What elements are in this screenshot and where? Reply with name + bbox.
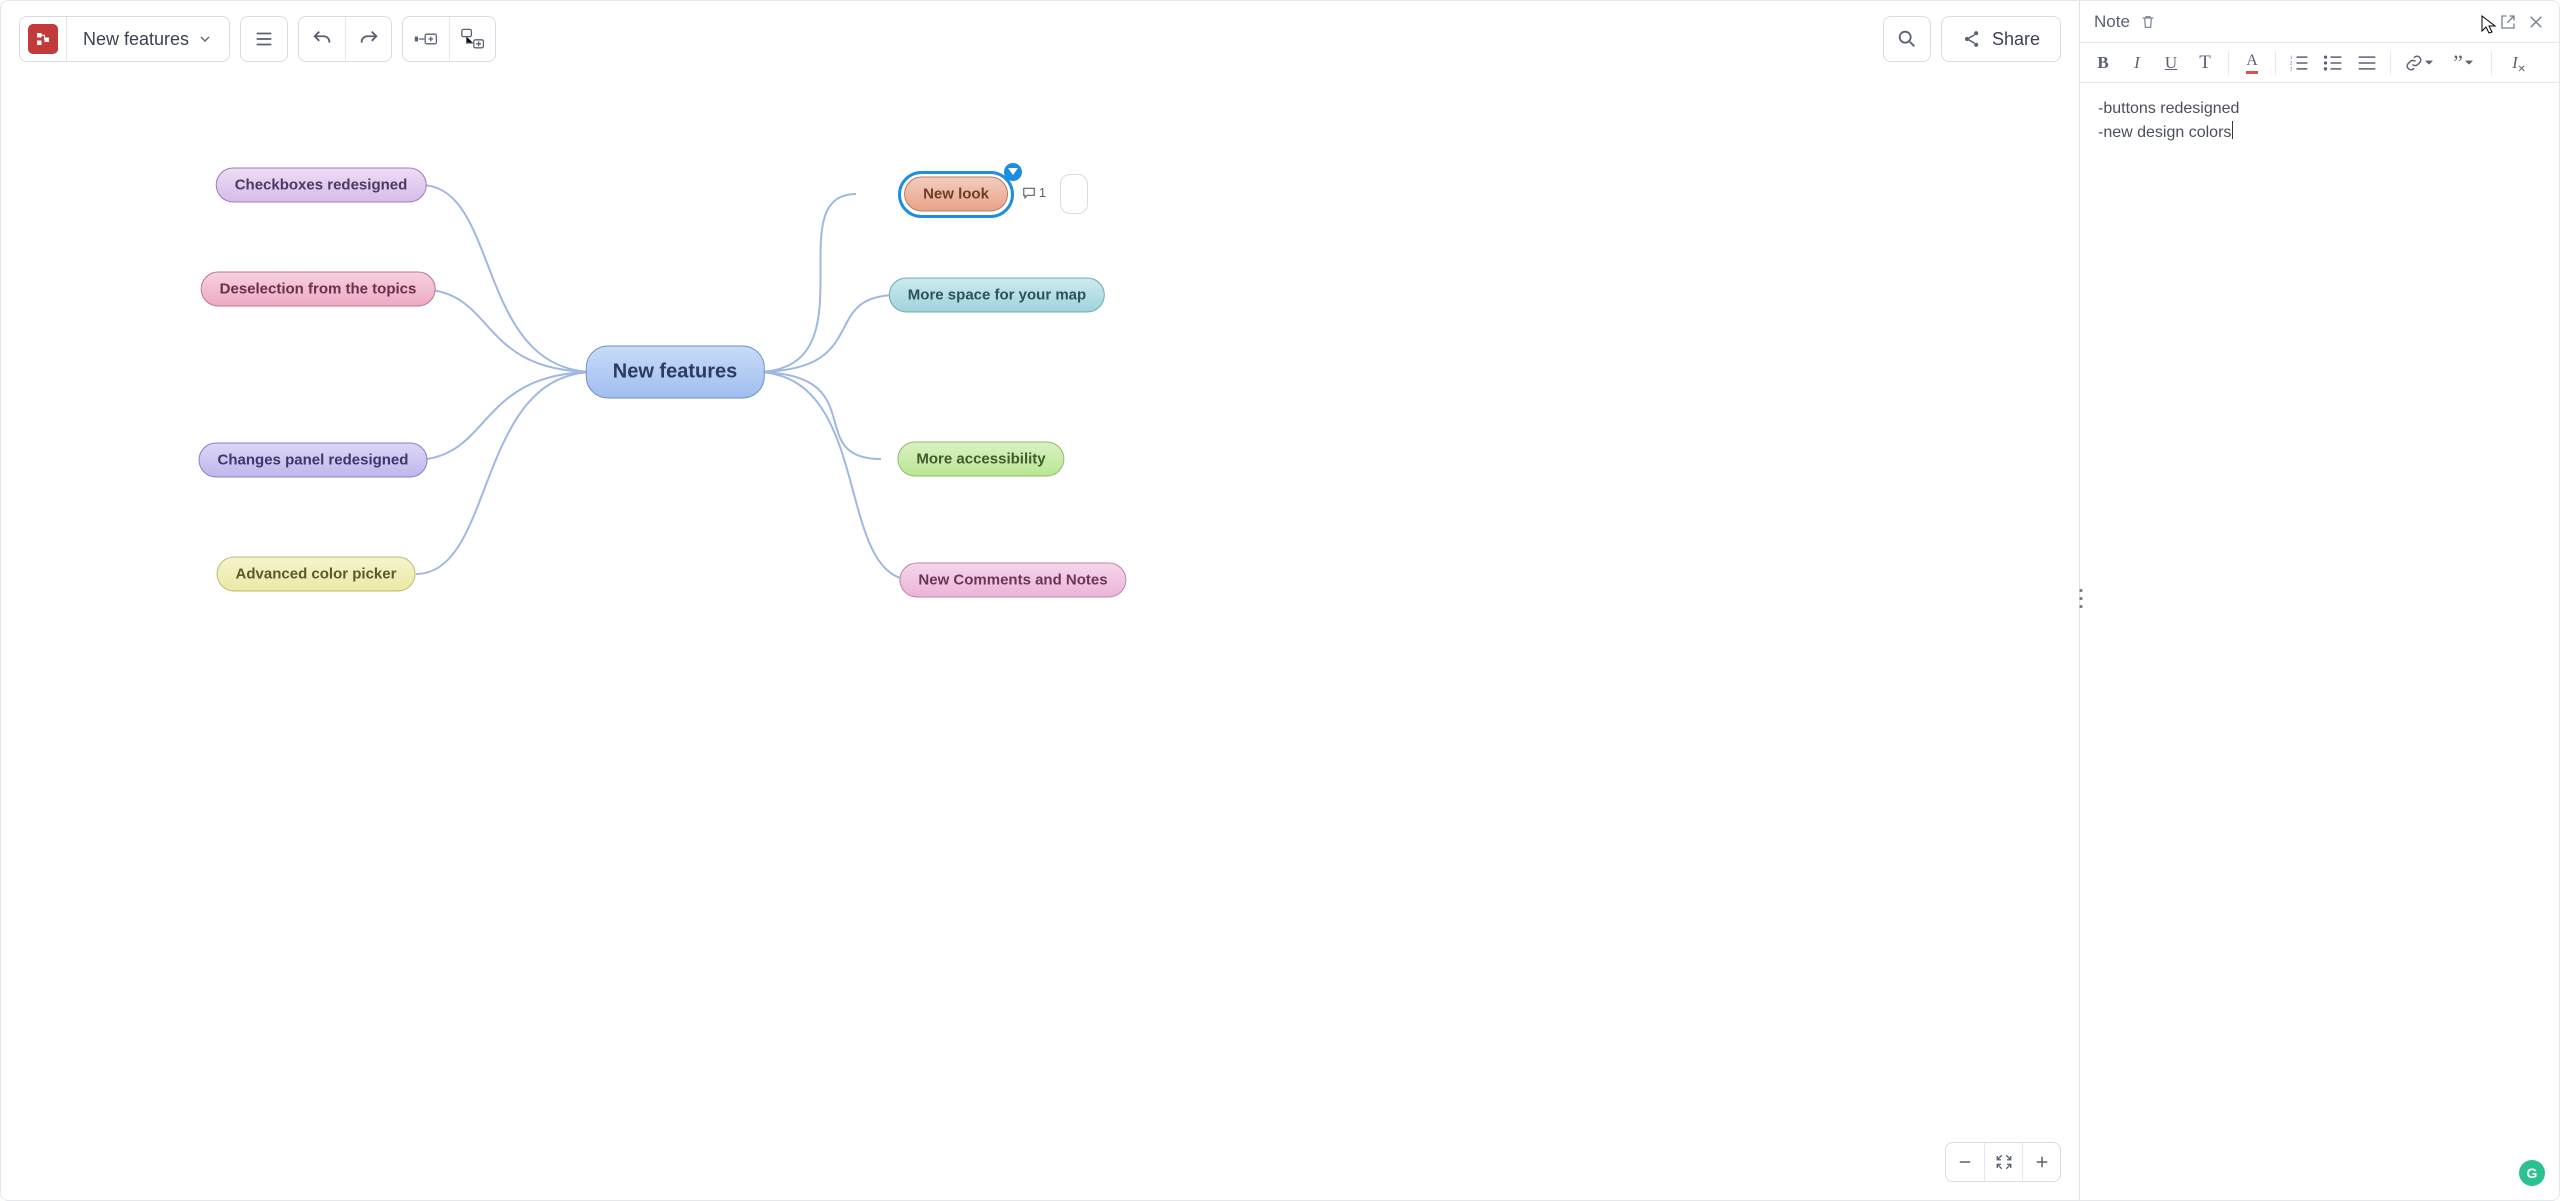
share-icon [1962, 29, 1982, 49]
undo-icon [311, 28, 333, 50]
grammarly-letter: G [2527, 1165, 2538, 1181]
clear-format-icon: I✕ [2512, 53, 2518, 73]
clear-formatting-button[interactable]: I✕ [2498, 46, 2532, 80]
insert-sibling-icon [414, 30, 438, 48]
comment-badge[interactable]: 1 [1022, 185, 1046, 200]
cursor-icon [2481, 15, 2497, 35]
share-button[interactable]: Share [1942, 17, 2060, 61]
node-morespace[interactable]: More space for your map [889, 278, 1105, 313]
plus-icon [2033, 1153, 2051, 1171]
insert-child-button[interactable] [449, 17, 495, 61]
app-logo-button[interactable] [20, 17, 66, 61]
caret-down-icon [2465, 59, 2473, 67]
note-line: -buttons redesigned [2098, 97, 2541, 121]
redo-icon [358, 28, 380, 50]
minus-icon [1956, 1153, 1974, 1171]
blockquote-dropdown-button[interactable]: ” [2441, 46, 2485, 80]
popout-button[interactable] [2499, 13, 2517, 31]
bold-icon: B [2097, 53, 2108, 73]
map-title-dropdown[interactable]: New features [66, 17, 229, 61]
delete-note-button[interactable] [2140, 14, 2156, 30]
underline-button[interactable]: U [2154, 46, 2188, 80]
node-accessibility[interactable]: More accessibility [897, 442, 1064, 477]
node-comments[interactable]: New Comments and Notes [899, 563, 1126, 598]
fit-to-screen-button[interactable] [1984, 1143, 2022, 1181]
history-group [298, 16, 392, 62]
selection-handle-icon[interactable] [1004, 163, 1022, 181]
italic-icon: I [2134, 53, 2140, 73]
menu-group [240, 16, 288, 62]
quote-icon: ” [2453, 58, 2463, 68]
close-icon [2527, 13, 2545, 31]
svg-text:3: 3 [2290, 67, 2293, 72]
search-icon [1896, 28, 1918, 50]
node-colorpicker[interactable]: Advanced color picker [217, 557, 416, 592]
comment-count: 1 [1039, 185, 1046, 200]
note-panel: Note B I U T A 123 [2079, 1, 2559, 1200]
node-deselection[interactable]: Deselection from the topics [201, 272, 436, 307]
hamburger-menu-button[interactable] [241, 17, 287, 61]
search-button[interactable] [1884, 17, 1930, 61]
insert-child-icon [461, 28, 485, 50]
map-title-label: New features [83, 29, 189, 50]
zoom-out-button[interactable] [1946, 1143, 1984, 1181]
share-group: Share [1941, 16, 2061, 62]
note-panel-title: Note [2094, 12, 2130, 32]
ordered-list-button[interactable]: 123 [2282, 46, 2316, 80]
font-family-button[interactable]: T [2188, 46, 2222, 80]
zoom-controls [1945, 1142, 2061, 1182]
link-icon [2405, 54, 2423, 72]
app-logo-icon [28, 24, 58, 54]
svg-text:1: 1 [2290, 55, 2293, 60]
zoom-in-button[interactable] [2022, 1143, 2060, 1181]
text-color-icon: A [2246, 52, 2258, 74]
unordered-list-button[interactable] [2316, 46, 2350, 80]
chevron-down-icon [197, 31, 213, 47]
svg-text:2: 2 [2290, 61, 2293, 66]
add-subtopic-button[interactable] [1060, 174, 1088, 214]
comment-icon [1022, 186, 1036, 200]
insert-sibling-button[interactable] [403, 17, 449, 61]
bold-button[interactable]: B [2086, 46, 2120, 80]
note-format-toolbar: B I U T A 123 ” [2080, 43, 2559, 83]
share-label: Share [1992, 29, 2040, 50]
top-toolbar: New features [19, 16, 2061, 62]
hamburger-icon [253, 28, 275, 50]
note-panel-header: Note [2080, 1, 2559, 43]
italic-button[interactable]: I [2120, 46, 2154, 80]
trash-icon [2140, 14, 2156, 30]
grammarly-badge[interactable]: G [2519, 1160, 2545, 1186]
title-group: New features [19, 16, 230, 62]
ol-icon: 123 [2289, 54, 2309, 72]
align-button[interactable] [2350, 46, 2384, 80]
fit-icon [1995, 1153, 2013, 1171]
link-dropdown-button[interactable] [2397, 46, 2441, 80]
close-panel-button[interactable] [2527, 13, 2545, 31]
insert-group [402, 16, 496, 62]
text-color-button[interactable]: A [2235, 46, 2269, 80]
ul-icon [2323, 54, 2343, 72]
underline-icon: U [2165, 53, 2177, 73]
node-newlook[interactable]: New look [904, 177, 1008, 212]
text-cursor [2232, 121, 2233, 139]
font-icon: T [2199, 52, 2211, 74]
undo-button[interactable] [299, 17, 345, 61]
caret-down-icon [2425, 59, 2433, 67]
node-checkboxes[interactable]: Checkboxes redesigned [216, 168, 427, 203]
node-changes[interactable]: Changes panel redesigned [199, 443, 428, 478]
popout-icon [2499, 13, 2517, 31]
note-line: -new design colors [2098, 121, 2541, 145]
search-group [1883, 16, 1931, 62]
node-center[interactable]: New features [586, 346, 765, 399]
redo-button[interactable] [345, 17, 391, 61]
mindmap-canvas[interactable]: New features [1, 1, 2079, 1200]
align-icon [2357, 54, 2377, 72]
note-editor[interactable]: -buttons redesigned-new design colors [2080, 83, 2559, 1200]
